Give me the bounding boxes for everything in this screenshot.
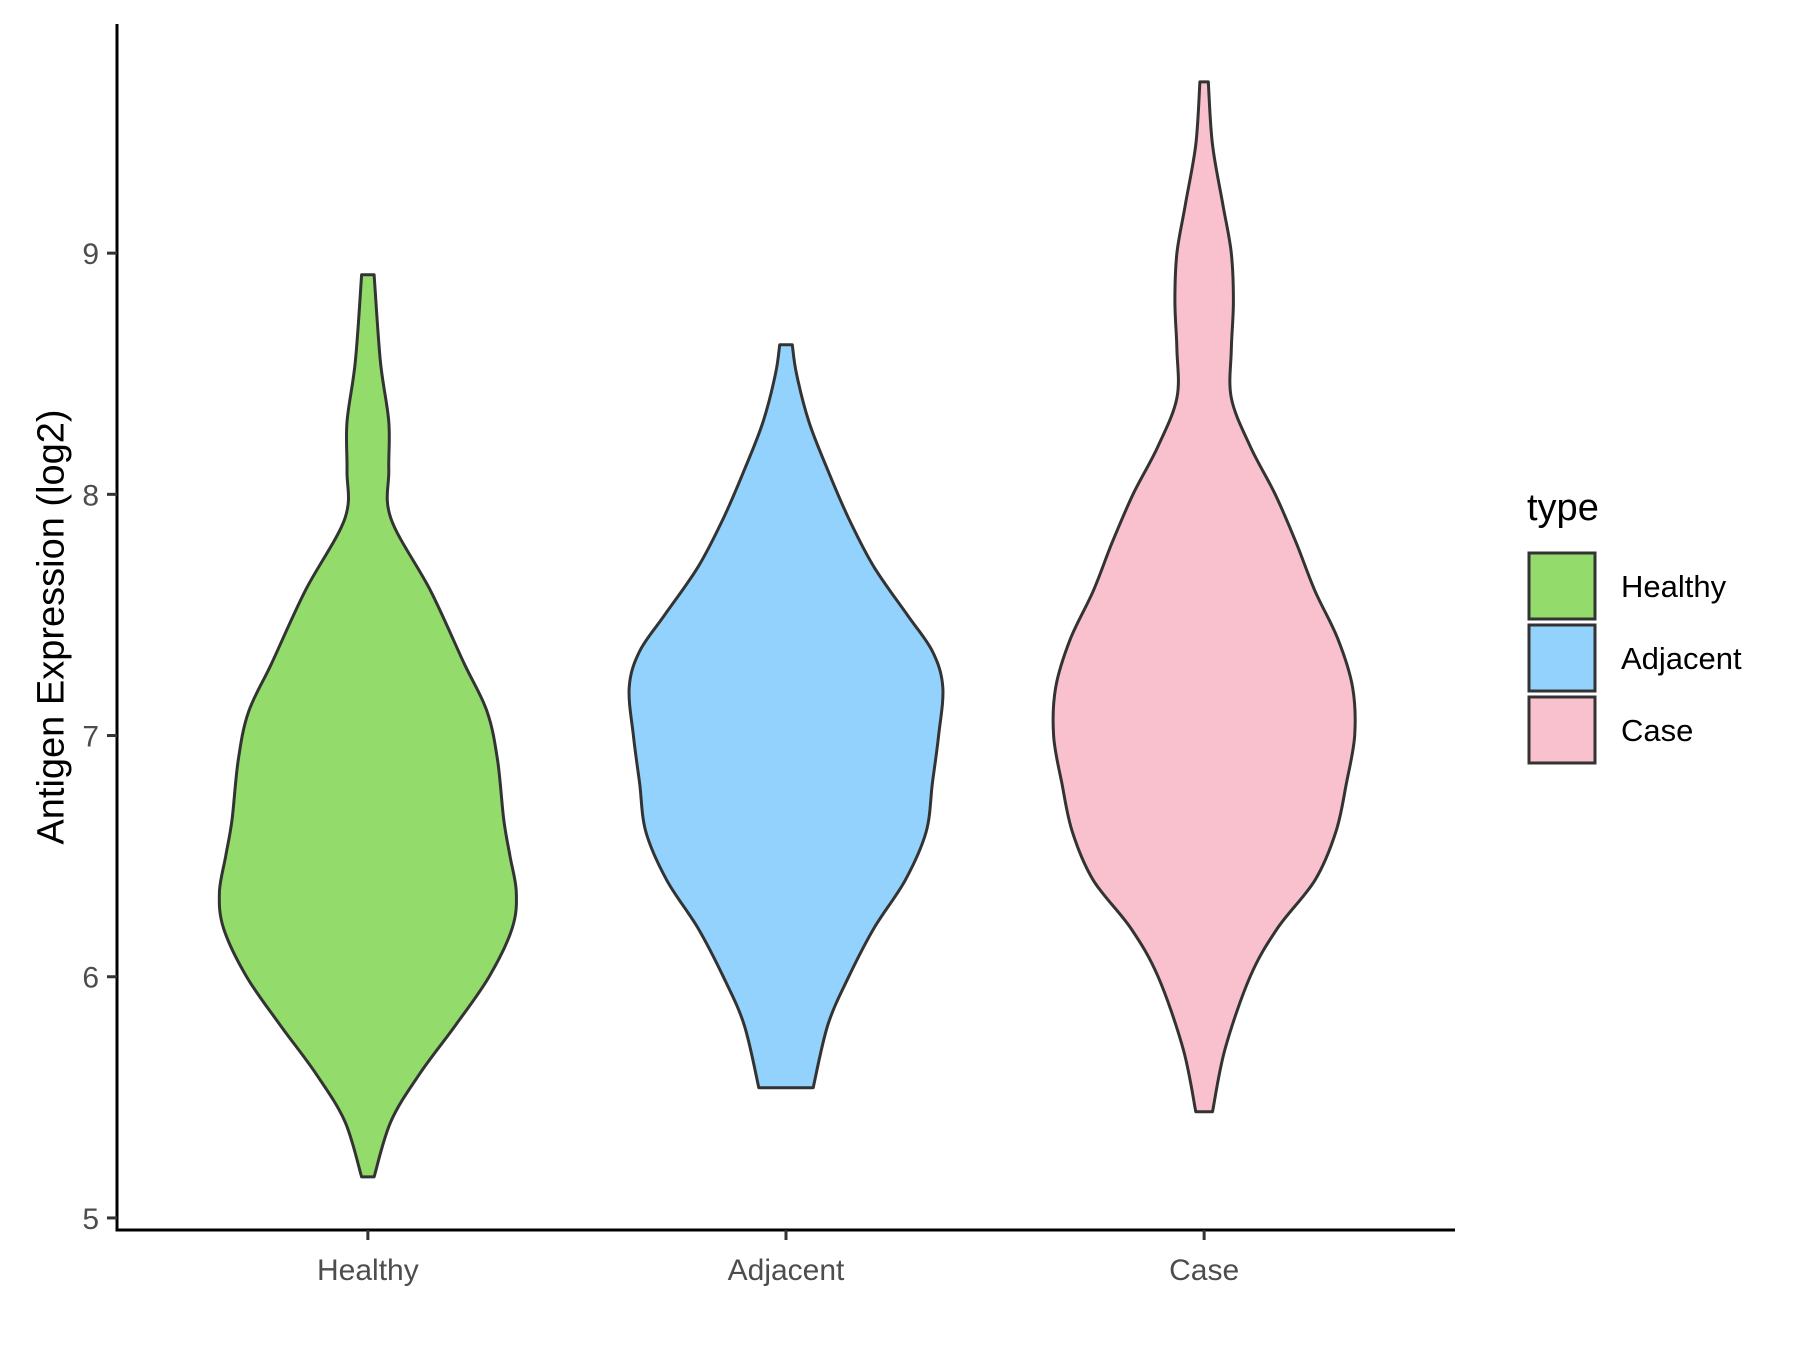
legend-label-adjacent: Adjacent bbox=[1621, 641, 1742, 676]
y-tick-label: 8 bbox=[82, 479, 99, 512]
legend-label-healthy: Healthy bbox=[1621, 569, 1727, 604]
legend: type Healthy Adjacent Case bbox=[1527, 487, 1742, 765]
x-ticks: Healthy Adjacent Case bbox=[317, 1230, 1239, 1287]
legend-label-case: Case bbox=[1621, 713, 1693, 748]
y-tick-label: 5 bbox=[82, 1203, 99, 1236]
y-tick-label: 9 bbox=[82, 238, 99, 271]
y-tick-label: 6 bbox=[82, 962, 99, 995]
y-axis-title: Antigen Expression (log2) bbox=[30, 409, 72, 844]
violin-case bbox=[1051, 80, 1357, 1114]
violin-adjacent bbox=[627, 343, 945, 1090]
legend-swatch-healthy bbox=[1527, 551, 1597, 621]
violins-layer bbox=[217, 80, 1357, 1179]
legend-swatch-adjacent bbox=[1527, 623, 1597, 693]
y-tick-label: 7 bbox=[82, 721, 99, 754]
legend-title: type bbox=[1527, 487, 1599, 529]
violin-healthy bbox=[217, 273, 518, 1179]
legend-swatch-case bbox=[1527, 695, 1597, 765]
y-ticks: 5 6 7 8 9 bbox=[82, 238, 117, 1236]
x-tick-label: Adjacent bbox=[728, 1254, 845, 1287]
x-tick-label: Case bbox=[1169, 1254, 1239, 1287]
x-tick-label: Healthy bbox=[317, 1254, 419, 1287]
